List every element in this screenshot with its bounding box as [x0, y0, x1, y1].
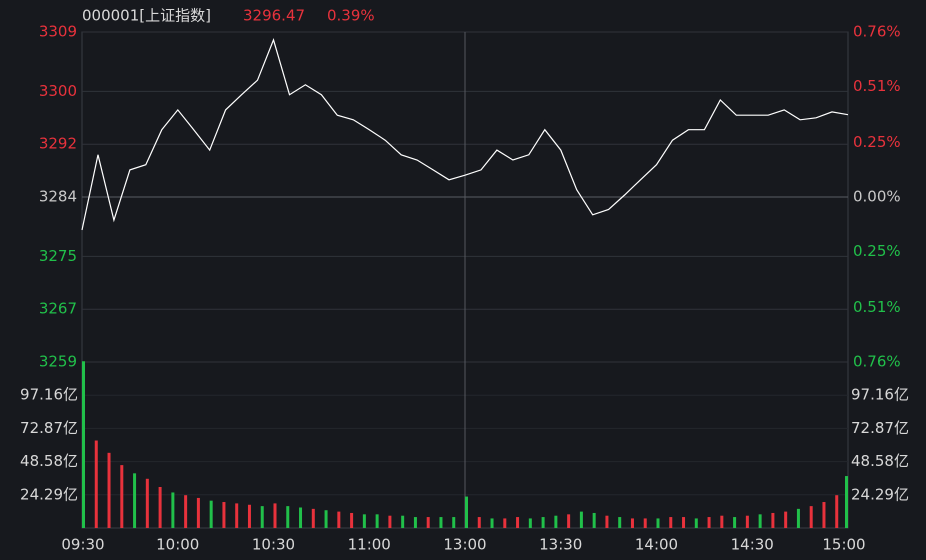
- volume-bar: [465, 496, 468, 528]
- volume-bar: [579, 511, 583, 528]
- volume-bar: [503, 518, 507, 528]
- volume-bar: [656, 518, 660, 528]
- y-tick-label: 3267: [39, 300, 77, 318]
- y2-tick-label: 0.25%: [853, 242, 901, 260]
- volume-bar: [196, 497, 200, 528]
- volume-bar: [413, 517, 417, 528]
- volume-bar: [516, 517, 520, 528]
- volume-bar: [822, 502, 826, 528]
- volume-bar: [477, 517, 481, 528]
- x-tick-label: 10:00: [156, 536, 199, 554]
- y2-tick-label: 0.76%: [853, 23, 901, 41]
- volume-bar: [669, 517, 673, 528]
- volume-bar: [350, 512, 354, 528]
- volume-bar: [247, 504, 251, 528]
- volume-tick-label-right: 72.87亿: [851, 419, 909, 437]
- header-price: 3296.47: [243, 7, 305, 25]
- volume-tick-label: 24.29亿: [20, 485, 78, 503]
- volume-bar: [82, 361, 85, 528]
- volume-bar: [120, 465, 124, 528]
- volume-tick-label: 97.16亿: [20, 386, 78, 404]
- volume-bar: [286, 506, 290, 528]
- volume-bar: [809, 506, 813, 528]
- y2-tick-label: 0.25%: [853, 133, 901, 151]
- y-tick-label: 3300: [39, 82, 77, 100]
- y2-tick-label: 0.76%: [853, 353, 901, 371]
- volume-bar: [324, 510, 328, 528]
- x-tick-label: 15:00: [822, 536, 865, 554]
- volume-bar: [835, 495, 839, 528]
- x-tick-label: 11:00: [348, 536, 391, 554]
- volume-bar: [567, 514, 571, 528]
- volume-bar: [528, 518, 532, 528]
- volume-bar: [388, 515, 392, 528]
- volume-tick-label: 72.87亿: [20, 419, 78, 437]
- volume-bar: [375, 514, 379, 528]
- volume-bar: [401, 515, 405, 528]
- volume-bar: [630, 518, 634, 528]
- volume-bar: [796, 508, 800, 528]
- volume-bar: [554, 515, 558, 528]
- header-change: 0.39%: [327, 7, 375, 25]
- symbol: 000001[上证指数]: [82, 7, 211, 25]
- volume-bar: [222, 502, 226, 528]
- volume-tick-label: 48.58亿: [20, 452, 78, 470]
- volume-bar: [605, 515, 609, 528]
- volume-bar: [209, 500, 213, 528]
- volume-bar: [184, 495, 188, 528]
- y-tick-label: 3309: [39, 23, 77, 41]
- y-tick-label: 3284: [39, 188, 77, 206]
- volume-bar: [682, 517, 686, 528]
- volume-bar: [235, 503, 239, 528]
- volume-tick-label-right: 24.29亿: [851, 485, 909, 503]
- x-tick-label: 13:00: [443, 536, 486, 554]
- volume-bar: [426, 517, 430, 528]
- volume-bar: [158, 486, 162, 528]
- volume-bar: [845, 476, 848, 528]
- y-tick-label: 3259: [39, 353, 77, 371]
- x-tick-label: 10:30: [252, 536, 295, 554]
- volume-bar: [452, 517, 456, 528]
- volume-bar: [311, 508, 315, 528]
- volume-bar: [745, 515, 749, 528]
- volume-bar: [694, 518, 698, 528]
- volume-bar: [643, 518, 647, 528]
- volume-bar: [439, 517, 443, 528]
- volume-bar: [107, 452, 111, 528]
- volume-bar: [260, 506, 264, 528]
- volume-bar: [720, 515, 724, 528]
- x-tick-label: 09:30: [61, 536, 104, 554]
- volume-tick-label-right: 48.58亿: [851, 452, 909, 470]
- volume-bar: [94, 440, 98, 528]
- volume-bar: [707, 517, 711, 528]
- volume-bar: [618, 517, 622, 528]
- volume-bar: [145, 478, 149, 528]
- y-tick-label: 3292: [39, 135, 77, 153]
- y2-tick-label: 0.00%: [853, 188, 901, 206]
- volume-bar: [133, 473, 137, 528]
- volume-bar: [337, 511, 341, 528]
- volume-bar: [299, 507, 303, 528]
- x-tick-label: 14:00: [635, 536, 678, 554]
- volume-bar: [541, 517, 545, 528]
- volume-bar: [758, 514, 762, 528]
- x-tick-label: 14:30: [731, 536, 774, 554]
- price-line: [81, 38, 849, 231]
- y2-tick-label: 0.51%: [853, 298, 901, 316]
- y2-tick-label: 0.51%: [853, 77, 901, 95]
- volume-bar: [771, 512, 775, 528]
- volume-bar: [592, 512, 596, 528]
- volume-tick-label-right: 97.16亿: [851, 386, 909, 404]
- volume-bar: [784, 511, 788, 528]
- volume-bar: [362, 514, 366, 528]
- volume-bar: [490, 518, 494, 528]
- y-tick-label: 3275: [39, 247, 77, 265]
- volume-bar: [273, 503, 277, 528]
- volume-bar: [171, 492, 175, 528]
- x-tick-label: 13:30: [539, 536, 582, 554]
- volume-bar: [733, 517, 737, 528]
